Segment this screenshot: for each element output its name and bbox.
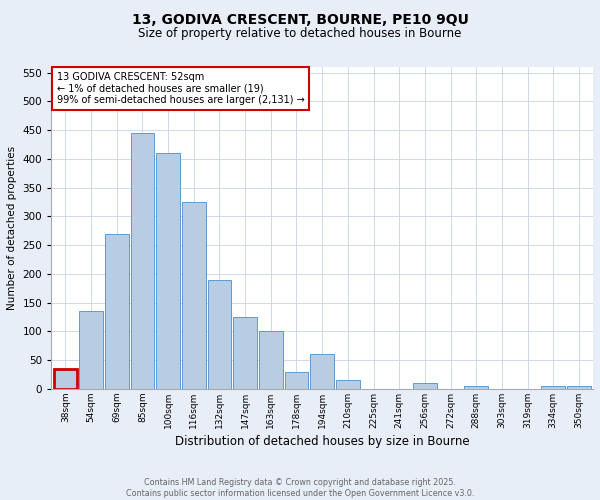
Text: Contains HM Land Registry data © Crown copyright and database right 2025.
Contai: Contains HM Land Registry data © Crown c… <box>126 478 474 498</box>
Bar <box>131 133 154 389</box>
Bar <box>413 383 437 389</box>
Bar <box>105 234 128 389</box>
Y-axis label: Number of detached properties: Number of detached properties <box>7 146 17 310</box>
Bar <box>79 312 103 389</box>
Text: 13, GODIVA CRESCENT, BOURNE, PE10 9QU: 13, GODIVA CRESCENT, BOURNE, PE10 9QU <box>131 12 469 26</box>
Text: 13 GODIVA CRESCENT: 52sqm
← 1% of detached houses are smaller (19)
99% of semi-d: 13 GODIVA CRESCENT: 52sqm ← 1% of detach… <box>56 72 304 105</box>
Bar <box>53 369 77 389</box>
Bar <box>541 386 565 389</box>
Bar <box>156 153 180 389</box>
Text: Size of property relative to detached houses in Bourne: Size of property relative to detached ho… <box>139 28 461 40</box>
Bar <box>182 202 206 389</box>
Bar <box>464 386 488 389</box>
Bar <box>208 280 231 389</box>
Bar <box>336 380 359 389</box>
X-axis label: Distribution of detached houses by size in Bourne: Distribution of detached houses by size … <box>175 435 469 448</box>
Bar <box>233 317 257 389</box>
Bar <box>567 386 591 389</box>
Bar <box>310 354 334 389</box>
Bar <box>284 372 308 389</box>
Bar <box>259 332 283 389</box>
